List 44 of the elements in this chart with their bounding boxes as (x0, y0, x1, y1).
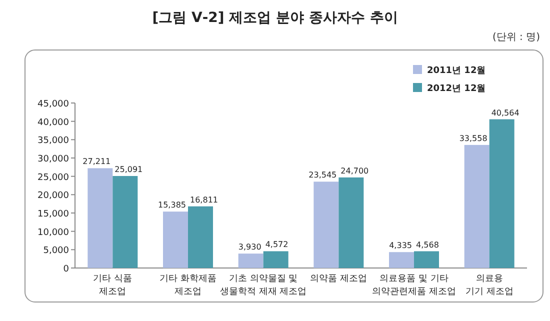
data-label: 4,335 (389, 241, 412, 250)
data-label: 4,572 (265, 240, 288, 250)
data-label: 33,558 (459, 134, 488, 143)
x-tick-label: 의료용품 및 기타 의약관련제품 제조업 (372, 274, 456, 297)
y-tick-label: 25,000 (38, 172, 70, 183)
data-label: 27,211 (82, 157, 111, 166)
chart-subtitle: (단위 : 명) (492, 32, 540, 43)
y-tick-label: 35,000 (38, 136, 70, 146)
bar (263, 251, 288, 268)
y-tick-label: 30,000 (38, 154, 70, 164)
y-tick-label: 45,000 (38, 100, 70, 110)
bar (489, 119, 514, 268)
y-tick-label: 20,000 (38, 191, 70, 202)
data-label: 3,930 (238, 242, 262, 252)
bar (464, 144, 490, 268)
data-label: 25,091 (114, 165, 143, 174)
x-tick-label: 의료용 기기 제조업 (465, 274, 514, 297)
y-tick-label: 10,000 (38, 228, 70, 238)
x-tick-label: 기초 의약물질 및 생물학적 제재 제조업 (220, 274, 307, 297)
bar (389, 252, 414, 268)
x-tick-label: 기타 화학제품 제조업 (160, 274, 216, 297)
bar (238, 254, 264, 268)
y-tick-label: 15,000 (38, 210, 70, 220)
x-tick-label: 기타 식품 제조업 (93, 274, 132, 297)
y-tick-label: 40,000 (38, 118, 70, 128)
y-tick-label: 5,000 (43, 246, 70, 256)
bar (88, 168, 113, 268)
bar (314, 182, 339, 268)
y-tick-label: 0 (63, 264, 70, 274)
data-label: 40,564 (491, 108, 520, 118)
data-label: 16,811 (190, 195, 218, 204)
bar (112, 176, 138, 268)
data-label: 15,385 (158, 200, 186, 210)
bar (163, 212, 188, 268)
bar (188, 206, 213, 268)
x-tick-label: 의약품 제조업 (310, 274, 368, 284)
data-label: 4,568 (416, 240, 439, 250)
data-label: 23,545 (308, 170, 337, 180)
legend-label: 2012년 12월 (427, 84, 486, 94)
data-label: 24,700 (340, 166, 369, 176)
bar (414, 251, 439, 268)
bar (338, 177, 364, 268)
chart-title: [그림 Ⅴ-2] 제조업 분야 종사자수 추이 (152, 10, 398, 26)
legend-label: 2011년 12월 (427, 66, 486, 76)
